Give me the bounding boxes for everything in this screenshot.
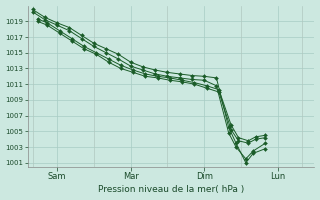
X-axis label: Pression niveau de la mer( hPa ): Pression niveau de la mer( hPa ) [98,185,244,194]
